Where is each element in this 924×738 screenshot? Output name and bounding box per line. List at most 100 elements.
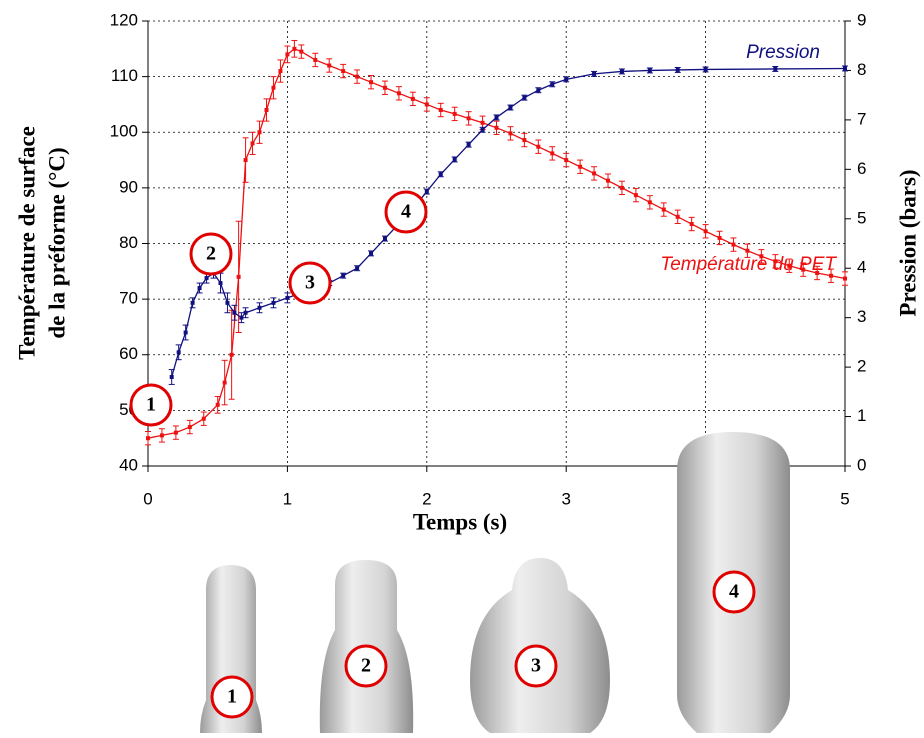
point	[410, 96, 415, 101]
point	[480, 127, 485, 132]
shape-marker-label: 3	[531, 655, 541, 677]
point	[243, 158, 248, 163]
point	[173, 430, 178, 435]
point	[717, 235, 722, 240]
shape-marker	[344, 644, 388, 688]
point	[564, 77, 569, 82]
x-tick-label: 2	[422, 489, 431, 508]
point	[176, 350, 181, 355]
x-tick-label: 0	[143, 489, 152, 508]
y2-tick-label: 5	[857, 208, 866, 227]
point	[843, 276, 847, 281]
point	[424, 102, 429, 107]
stage-marker-label: 1	[146, 394, 156, 416]
point	[271, 300, 276, 305]
point	[369, 80, 374, 85]
point	[438, 108, 443, 112]
y-tick-label: 110	[111, 66, 138, 85]
point	[773, 259, 778, 264]
stage-marker	[384, 190, 428, 234]
point	[619, 185, 624, 190]
point	[829, 273, 834, 278]
point	[550, 151, 555, 156]
point	[508, 105, 513, 110]
point	[438, 172, 443, 177]
point	[225, 300, 230, 305]
point	[647, 68, 652, 73]
point	[396, 91, 401, 96]
point	[355, 266, 360, 271]
point	[452, 157, 457, 162]
point	[675, 214, 680, 219]
point	[745, 248, 750, 253]
y2-tick-label: 6	[857, 159, 866, 178]
point	[647, 200, 652, 205]
y2-tick-label: 0	[857, 455, 866, 474]
shape-marker-label: 4	[729, 581, 739, 603]
point	[382, 236, 387, 241]
point	[452, 111, 457, 116]
stage-marker-label: 2	[206, 243, 216, 265]
point	[578, 164, 583, 169]
point	[522, 138, 527, 143]
y-tick-label: 90	[119, 177, 138, 196]
y-tick-label: 60	[119, 344, 138, 363]
point	[183, 330, 188, 335]
point	[703, 67, 708, 72]
point	[592, 171, 597, 176]
y-tick-label: 80	[119, 233, 138, 252]
point	[229, 352, 234, 357]
point	[815, 270, 820, 275]
point	[703, 229, 708, 234]
point	[382, 85, 387, 90]
shape-marker	[514, 644, 558, 688]
stage-marker	[288, 261, 332, 305]
y-tick-label: 40	[119, 455, 138, 474]
point	[187, 425, 192, 430]
point	[264, 108, 269, 112]
point	[564, 158, 569, 163]
point	[731, 242, 736, 247]
stage-marker-label: 4	[401, 201, 411, 223]
point	[232, 310, 237, 315]
y-tick-label: 70	[119, 289, 138, 308]
shape-marker	[712, 570, 756, 614]
y2-tick-label: 9	[857, 10, 866, 29]
point	[355, 74, 360, 79]
y-axis-title: de la préforme (°C)	[44, 147, 69, 338]
point	[285, 295, 290, 300]
point	[257, 305, 262, 310]
stage-marker	[189, 232, 233, 276]
point	[257, 130, 262, 135]
point	[197, 286, 202, 290]
point	[689, 222, 694, 227]
preform-shapes	[200, 432, 790, 733]
x-tick-label: 5	[840, 489, 849, 508]
y2-tick-label: 8	[857, 60, 866, 79]
y2-tick-label: 1	[857, 406, 866, 425]
point	[550, 82, 555, 87]
point	[466, 116, 471, 121]
point	[424, 189, 429, 194]
point	[159, 433, 164, 438]
point	[146, 436, 150, 441]
point	[592, 71, 597, 76]
y2-tick-label: 2	[857, 357, 866, 376]
x-tick-label: 3	[561, 489, 570, 508]
point	[661, 207, 666, 212]
y2-axis-title: Pression (bars)	[895, 169, 920, 316]
shape-marker	[210, 675, 254, 719]
point	[313, 57, 318, 62]
point	[633, 193, 638, 198]
point	[278, 69, 283, 74]
point	[494, 115, 499, 120]
point	[773, 66, 778, 71]
point	[239, 315, 244, 320]
series-line	[171, 67, 846, 378]
point	[169, 375, 174, 379]
point	[369, 251, 374, 256]
point	[480, 120, 485, 125]
y-tick-label: 100	[110, 122, 138, 141]
y2-tick-label: 3	[857, 307, 866, 326]
